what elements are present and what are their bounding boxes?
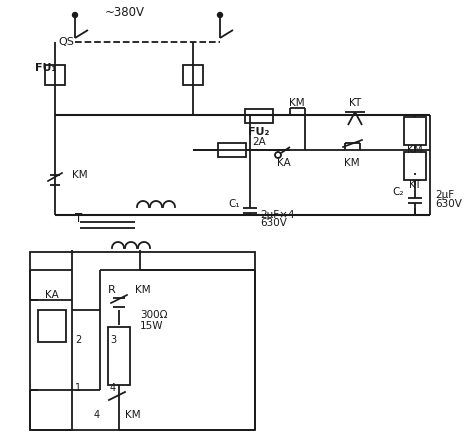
Bar (38, 310, 66, 342)
Text: 630V: 630V (260, 218, 287, 228)
Text: FU₂: FU₂ (248, 127, 270, 137)
Text: KA: KA (277, 158, 291, 168)
Bar (108, 327, 130, 385)
Text: 4: 4 (110, 383, 116, 393)
Text: T: T (75, 212, 82, 224)
Text: 2A: 2A (252, 137, 266, 147)
Text: C₁: C₁ (228, 199, 240, 209)
Text: FU₁: FU₁ (35, 63, 56, 73)
Text: QS: QS (58, 37, 74, 47)
Text: 300Ω: 300Ω (140, 310, 167, 320)
Text: KM: KM (72, 170, 88, 180)
Text: 2μF×4: 2μF×4 (260, 210, 294, 220)
Bar (218, 143, 246, 157)
Text: KT: KT (349, 98, 361, 108)
Text: R: R (108, 285, 116, 295)
Text: KA: KA (45, 290, 59, 300)
Text: KM: KM (125, 410, 141, 420)
Circle shape (73, 12, 78, 18)
Text: ~380V: ~380V (105, 6, 145, 18)
Text: KM: KM (344, 158, 360, 168)
Bar (183, 65, 203, 85)
Text: KT: KT (409, 180, 421, 190)
Bar (45, 65, 65, 85)
Text: 630V: 630V (435, 199, 462, 209)
Text: 3: 3 (110, 335, 116, 345)
Text: C₂: C₂ (392, 187, 404, 197)
Text: 4: 4 (94, 410, 100, 420)
Text: KM: KM (407, 145, 423, 155)
Bar (245, 109, 273, 123)
Circle shape (218, 12, 222, 18)
Text: 2μF: 2μF (435, 190, 454, 200)
Bar (404, 117, 426, 145)
Bar (404, 152, 426, 180)
Bar (30, 252, 255, 430)
Text: 2: 2 (75, 335, 81, 345)
Text: 15W: 15W (140, 321, 164, 331)
Text: 1: 1 (75, 383, 81, 393)
Text: KM: KM (135, 285, 151, 295)
Text: KM: KM (289, 98, 305, 108)
